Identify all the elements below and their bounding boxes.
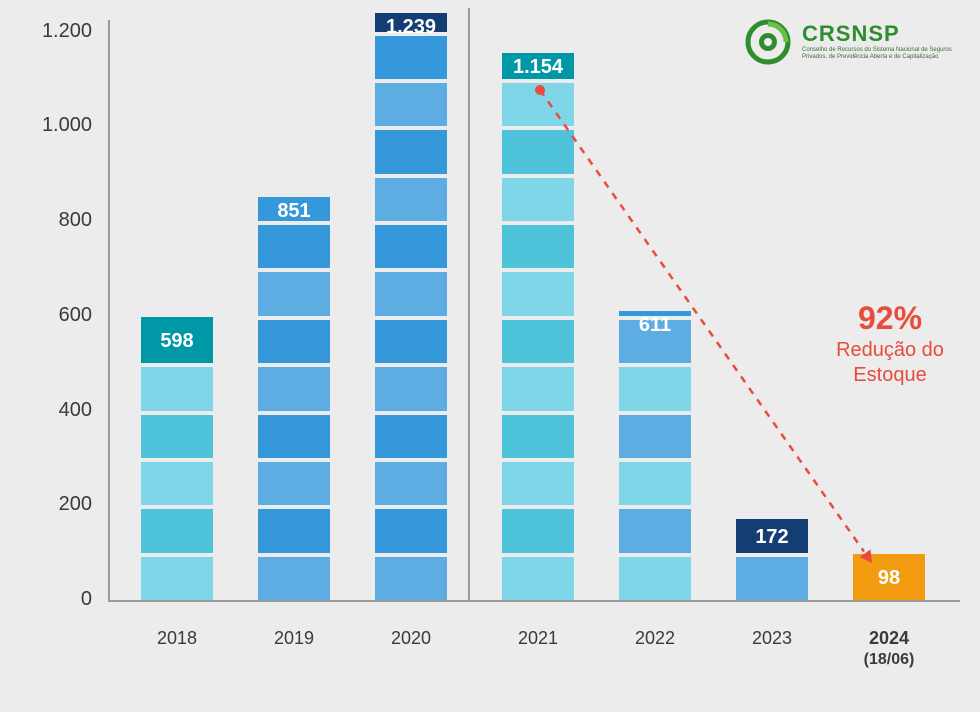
y-tick-label: 800 <box>0 209 92 232</box>
bar-segment <box>375 225 447 268</box>
bar-segment <box>375 83 447 126</box>
bar-segment <box>502 415 574 458</box>
bar-value-label: 598 <box>141 330 213 353</box>
y-tick-label: 1.200 <box>0 20 92 43</box>
bar-segment <box>502 462 574 505</box>
bar-segment <box>375 367 447 410</box>
bar-segment <box>375 509 447 552</box>
y-tick-label: 600 <box>0 304 92 327</box>
bar-segment <box>619 557 691 600</box>
bar <box>375 13 447 600</box>
bar-value-label: 1.154 <box>502 56 574 79</box>
bar-segment <box>619 415 691 458</box>
bar-segment <box>619 462 691 505</box>
x-tick-label: 2024(18/06) <box>839 628 939 669</box>
bar-segment <box>619 509 691 552</box>
bar <box>141 317 213 600</box>
x-tick-label: 2023 <box>722 628 822 649</box>
bar-segment <box>375 178 447 221</box>
reduction-callout: 92% Redução do Estoque <box>810 300 970 387</box>
bar-segment <box>141 367 213 410</box>
bar-segment <box>258 509 330 552</box>
x-tick-label: 2019 <box>244 628 344 649</box>
bar-segment <box>502 178 574 221</box>
bar-segment <box>375 320 447 363</box>
bar-segment <box>258 225 330 268</box>
bar-segment <box>258 272 330 315</box>
bar-segment <box>258 557 330 600</box>
bar <box>258 197 330 600</box>
bar-segment <box>141 462 213 505</box>
callout-line-2: Estoque <box>810 364 970 387</box>
bar-segment <box>375 462 447 505</box>
y-axis-line <box>108 20 110 600</box>
bar-segment <box>502 130 574 173</box>
bar-segment <box>141 415 213 458</box>
bar-value-label: 611 <box>619 314 691 337</box>
group-separator-line <box>468 8 470 600</box>
bar-segment <box>502 83 574 126</box>
bar-value-label: 98 <box>853 567 925 590</box>
bar-segment <box>258 320 330 363</box>
x-tick-label: 2018 <box>127 628 227 649</box>
bar-segment <box>736 557 808 600</box>
x-tick-label: 2021 <box>488 628 588 649</box>
bar-segment <box>375 557 447 600</box>
bar-segment <box>258 367 330 410</box>
x-axis-line <box>108 600 960 602</box>
bar-segment <box>141 509 213 552</box>
bar <box>619 311 691 600</box>
x-tick-label: 2022 <box>605 628 705 649</box>
callout-percent: 92% <box>810 300 970 337</box>
bar-segment <box>375 130 447 173</box>
callout-line-1: Redução do <box>810 339 970 362</box>
bar-segment <box>375 415 447 458</box>
bar-segment <box>258 462 330 505</box>
y-tick-label: 0 <box>0 588 92 611</box>
logo-subtitle: Conselho de Recursos do Sistema Nacional… <box>802 47 952 60</box>
bar-segment <box>375 36 447 79</box>
bar-segment <box>502 272 574 315</box>
bar-segment <box>502 557 574 600</box>
bar-segment <box>502 225 574 268</box>
x-tick-label: 2020 <box>361 628 461 649</box>
bar-segment <box>619 367 691 410</box>
bar-segment <box>375 272 447 315</box>
bar <box>502 53 574 600</box>
chart-stage: CRSNSP Conselho de Recursos do Sistema N… <box>0 0 980 712</box>
bar-value-label: 851 <box>258 200 330 223</box>
y-tick-label: 400 <box>0 399 92 422</box>
logo-text: CRSNSP Conselho de Recursos do Sistema N… <box>802 23 952 60</box>
bar-segment <box>141 557 213 600</box>
bar-value-label: 1.239 <box>375 16 447 39</box>
bar-segment <box>258 415 330 458</box>
logo: CRSNSP Conselho de Recursos do Sistema N… <box>744 18 952 66</box>
bar-segment <box>502 320 574 363</box>
y-tick-label: 1.000 <box>0 114 92 137</box>
bar-segment <box>502 509 574 552</box>
logo-word: CRSNSP <box>802 23 952 45</box>
bar-value-label: 172 <box>736 526 808 549</box>
logo-mark-icon <box>744 18 792 66</box>
bar-segment <box>502 367 574 410</box>
y-tick-label: 200 <box>0 493 92 516</box>
